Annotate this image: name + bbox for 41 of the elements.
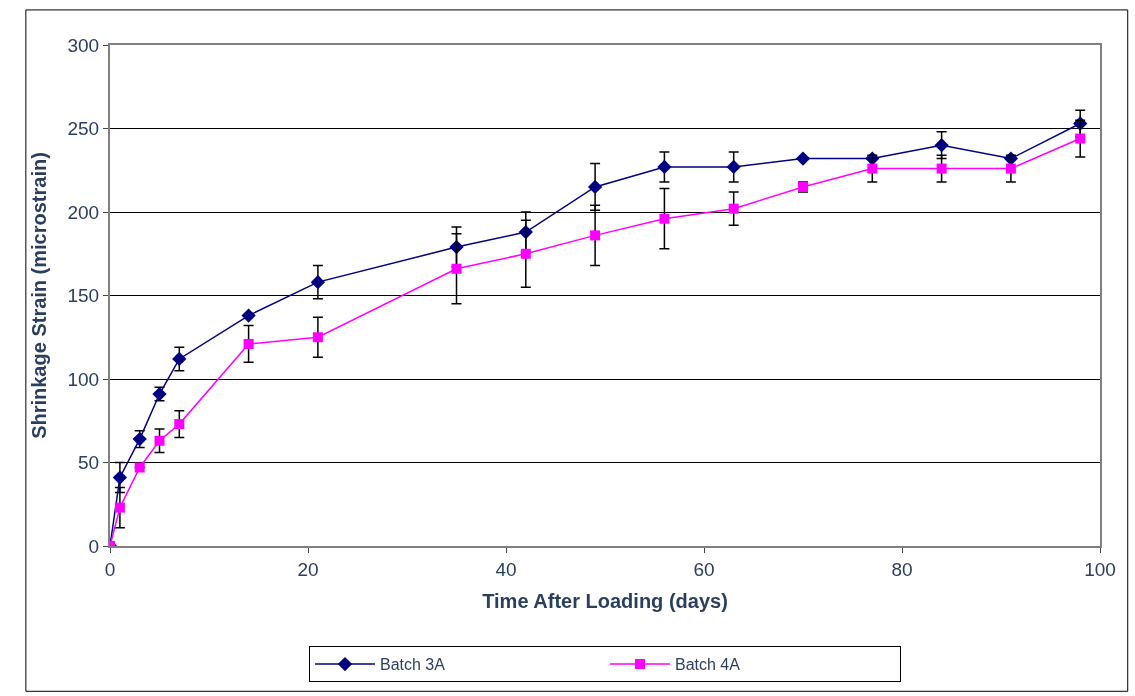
x-axis-title: Time After Loading (days) [482, 589, 728, 612]
y-tick-label: 150 [67, 285, 100, 307]
y-axis-title: Shrinkage Strain (microstrain) [28, 152, 51, 439]
point [936, 163, 947, 174]
point [241, 308, 256, 323]
point [112, 470, 128, 485]
y-tick-label: 250 [67, 118, 100, 140]
point [867, 163, 878, 174]
point [243, 338, 254, 349]
point [310, 274, 326, 290]
point [659, 213, 670, 224]
point [590, 230, 601, 241]
y-tick-label: 50 [78, 452, 100, 474]
point [657, 159, 672, 175]
point [451, 263, 462, 274]
point [1005, 163, 1016, 174]
y-tick-label: 300 [67, 34, 100, 56]
x-tick-label: 40 [495, 558, 517, 580]
point [587, 179, 603, 195]
x-tick-label: 60 [693, 558, 715, 580]
x-tick-label: 20 [297, 558, 319, 580]
y-tick-label: 200 [67, 201, 100, 223]
point [795, 151, 811, 166]
legend-label: Batch 3A [380, 656, 446, 674]
point [520, 248, 531, 259]
point [154, 435, 165, 446]
legend-label: Batch 4A [675, 656, 741, 674]
point [174, 419, 185, 430]
x-tick-label: 80 [891, 558, 913, 580]
point [728, 203, 739, 214]
point [114, 502, 125, 513]
x-tick-label: 100 [1084, 558, 1116, 580]
y-tick-label: 0 [88, 535, 100, 557]
point [312, 332, 323, 343]
point [134, 462, 145, 473]
y-tick-label: 100 [67, 368, 100, 390]
point [172, 351, 187, 367]
point [934, 138, 949, 153]
x-tick-label: 0 [104, 558, 116, 580]
point [726, 159, 741, 175]
point [1075, 133, 1086, 144]
